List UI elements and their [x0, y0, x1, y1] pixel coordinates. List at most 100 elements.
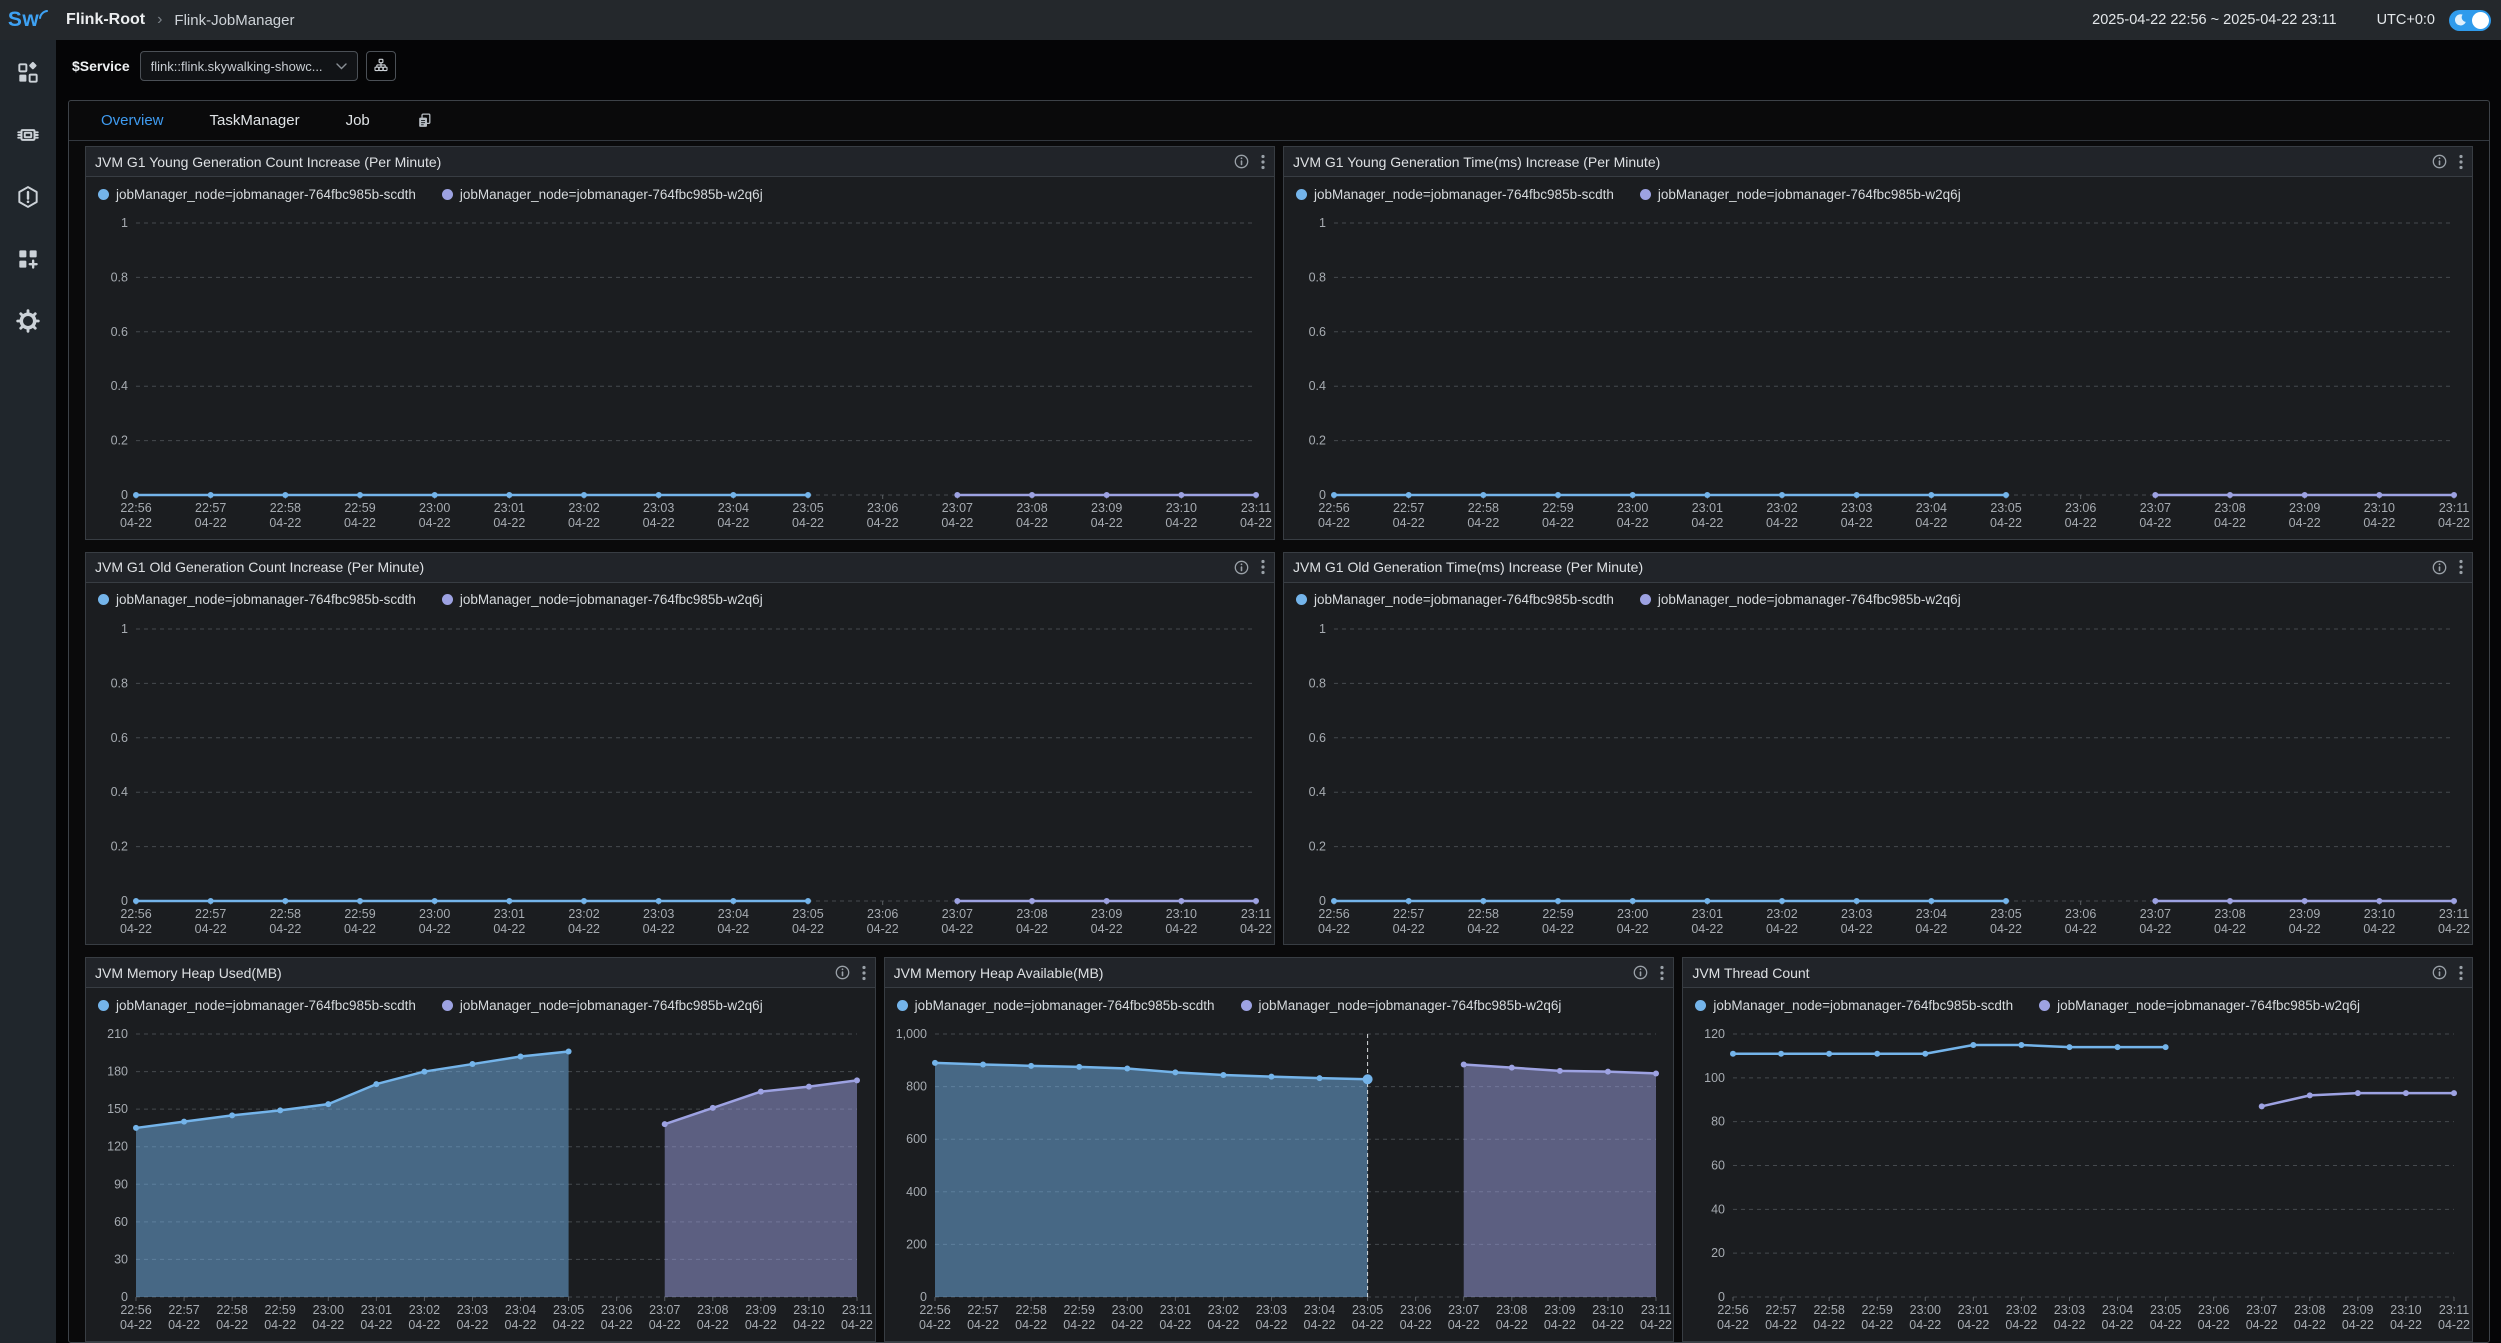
legend-item[interactable]: jobManager_node=jobmanager-764fbc985b-sc…: [896, 998, 1215, 1013]
svg-text:23:07: 23:07: [2246, 1303, 2277, 1317]
tab-taskmanager[interactable]: TaskManager: [209, 112, 300, 129]
svg-text:04-22: 04-22: [1159, 1318, 1191, 1332]
tab-overview[interactable]: Overview: [101, 112, 164, 129]
legend-item[interactable]: jobManager_node=jobmanager-764fbc985b-sc…: [1296, 187, 1614, 202]
svg-text:23:11: 23:11: [1241, 907, 1271, 921]
legend-item[interactable]: jobManager_node=jobmanager-764fbc985b-w2…: [441, 592, 763, 607]
info-icon[interactable]: [835, 965, 850, 980]
toggle-knob: [2472, 11, 2489, 29]
svg-text:04-22: 04-22: [1016, 516, 1048, 530]
svg-text:04-22: 04-22: [2198, 1318, 2230, 1332]
more-menu-icon[interactable]: [1261, 559, 1265, 575]
svg-text:04-22: 04-22: [1111, 1318, 1143, 1332]
sidebar-item-marketplace[interactable]: [11, 56, 45, 90]
legend-item[interactable]: jobManager_node=jobmanager-764fbc985b-w2…: [441, 998, 763, 1013]
svg-text:22:56: 22:56: [1318, 907, 1349, 921]
svg-text:23:01: 23:01: [361, 1303, 392, 1317]
chart-plot[interactable]: 0 20 40 60 80 100 120 22:56 04-22 22:57 04-22 22:58…: [1683, 1022, 2472, 1341]
svg-text:23:10: 23:10: [1592, 1303, 1623, 1317]
legend-item[interactable]: jobManager_node=jobmanager-764fbc985b-sc…: [98, 592, 416, 607]
chart-plot[interactable]: 0 0.2 0.4 0.6 0.8 1 22:56 04-22 22:57 04-22 22:58 0…: [86, 211, 1274, 539]
legend-item[interactable]: jobManager_node=jobmanager-764fbc985b-w2…: [441, 186, 763, 202]
more-menu-icon[interactable]: [1660, 965, 1664, 981]
legend-item[interactable]: jobManager_node=jobmanager-764fbc985b-sc…: [98, 187, 416, 202]
chart-panel: JVM Memory Heap Used(MB) jobManager_node…: [85, 957, 876, 1342]
breadcrumb-root[interactable]: Flink-Root: [66, 11, 146, 28]
copy-tab-button[interactable]: [416, 112, 433, 129]
more-menu-icon[interactable]: [862, 965, 866, 981]
more-menu-icon[interactable]: [2459, 154, 2463, 170]
info-icon[interactable]: [1234, 154, 1249, 169]
info-icon[interactable]: [2432, 965, 2447, 980]
chart-plot[interactable]: 0 0.2 0.4 0.6 0.8 1 22:56 04-22 22:57 04-22 22:58 0…: [1284, 211, 2472, 539]
breadcrumb-separator-icon: ›: [157, 11, 163, 28]
svg-text:04-22: 04-22: [2363, 922, 2395, 936]
breadcrumb: Flink-Root › Flink-JobManager: [66, 11, 294, 29]
service-select[interactable]: flink::flink.skywalking-showc...: [139, 51, 358, 81]
topology-button[interactable]: [365, 51, 396, 81]
more-menu-icon[interactable]: [1261, 154, 1265, 170]
svg-text:23:05: 23:05: [2150, 1303, 2181, 1317]
svg-text:04-22: 04-22: [269, 516, 301, 530]
svg-text:04-22: 04-22: [1207, 1318, 1239, 1332]
alerting-icon: [18, 186, 38, 208]
tab-job[interactable]: Job: [345, 112, 370, 129]
chart-plot[interactable]: 0 0.2 0.4 0.6 0.8 1 22:56 04-22 22:57 04-22 22:58 0…: [1284, 617, 2472, 945]
chart-plot[interactable]: 0 30 60 90 120 150 180 210 22:56 04-22 22:57 04-22 2…: [86, 1022, 875, 1341]
svg-text:0.4: 0.4: [111, 785, 128, 799]
svg-text:04-22: 04-22: [1617, 516, 1649, 530]
chart-row-2: JVM G1 Old Generation Count Increase (Pe…: [85, 551, 2473, 946]
timezone-label[interactable]: UTC+0:0: [2376, 12, 2435, 28]
svg-text:04-22: 04-22: [216, 1318, 248, 1332]
svg-text:04-22: 04-22: [1765, 1318, 1797, 1332]
svg-text:04-22: 04-22: [1910, 1318, 1942, 1332]
infrastructure-icon: [17, 129, 39, 141]
sidebar-item-dashboards[interactable]: [11, 242, 45, 276]
sidebar-item-settings[interactable]: [11, 304, 45, 338]
topology-icon: [374, 58, 388, 72]
info-icon-glyph: [2432, 965, 2447, 980]
chart-plot[interactable]: 0 200 400 600 800 1,000 22:56 04-22 22:57 04-22 22…: [885, 1022, 1674, 1341]
svg-text:23:02: 23:02: [568, 501, 599, 515]
svg-text:04-22: 04-22: [792, 922, 824, 936]
sidebar-item-infrastructure[interactable]: [11, 118, 45, 152]
legend-item[interactable]: jobManager_node=jobmanager-764fbc985b-w2…: [1639, 592, 1961, 607]
svg-text:04-22: 04-22: [1766, 922, 1798, 936]
more-menu-icon[interactable]: [2459, 559, 2463, 575]
svg-text:04-22: 04-22: [168, 1318, 200, 1332]
svg-text:04-22: 04-22: [1015, 1318, 1047, 1332]
info-icon[interactable]: [2432, 154, 2447, 169]
breadcrumb-current: Flink-JobManager: [174, 11, 295, 29]
info-icon[interactable]: [1234, 560, 1249, 575]
svg-text:23:07: 23:07: [942, 907, 973, 921]
legend-label: jobManager_node=jobmanager-764fbc985b-sc…: [116, 186, 416, 202]
svg-text:23:04: 23:04: [1916, 907, 1947, 921]
theme-toggle[interactable]: [2449, 9, 2491, 31]
svg-text:23:03: 23:03: [457, 1303, 488, 1317]
legend-label: jobManager_node=jobmanager-764fbc985b-w2…: [459, 186, 763, 202]
svg-text:23:09: 23:09: [745, 1303, 776, 1317]
legend-item[interactable]: jobManager_node=jobmanager-764fbc985b-w2…: [2039, 998, 2360, 1013]
legend-item[interactable]: jobManager_node=jobmanager-764fbc985b-sc…: [1695, 998, 2013, 1013]
svg-text:22:57: 22:57: [1393, 907, 1424, 921]
svg-text:23:05: 23:05: [1990, 501, 2021, 515]
svg-text:04-22: 04-22: [360, 1318, 392, 1332]
legend-item[interactable]: jobManager_node=jobmanager-764fbc985b-sc…: [1296, 592, 1614, 607]
svg-text:23:11: 23:11: [2439, 501, 2469, 515]
legend-item[interactable]: jobManager_node=jobmanager-764fbc985b-w2…: [1240, 998, 1561, 1013]
info-icon[interactable]: [1633, 965, 1648, 980]
legend-item[interactable]: jobManager_node=jobmanager-764fbc985b-sc…: [98, 998, 416, 1013]
info-icon[interactable]: [2432, 560, 2447, 575]
svg-text:04-22: 04-22: [1990, 516, 2022, 530]
more-menu-icon[interactable]: [2459, 965, 2463, 981]
svg-text:22:57: 22:57: [195, 501, 226, 515]
svg-text:04-22: 04-22: [2006, 1318, 2038, 1332]
legend-item[interactable]: jobManager_node=jobmanager-764fbc985b-w2…: [1639, 187, 1961, 202]
svg-text:23:05: 23:05: [1352, 1303, 1383, 1317]
chart-plot[interactable]: 0 0.2 0.4 0.6 0.8 1 22:56 04-22 22:57 04-22 22:58 0…: [86, 617, 1274, 945]
svg-text:180: 180: [107, 1065, 128, 1079]
time-range-picker[interactable]: 2025-04-22 22:56 ~ 2025-04-22 23:11: [2092, 12, 2337, 28]
skywalking-logo[interactable]: Sw: [0, 8, 56, 32]
more-menu-glyph: [1261, 154, 1265, 169]
sidebar-item-alerting[interactable]: [11, 180, 45, 214]
